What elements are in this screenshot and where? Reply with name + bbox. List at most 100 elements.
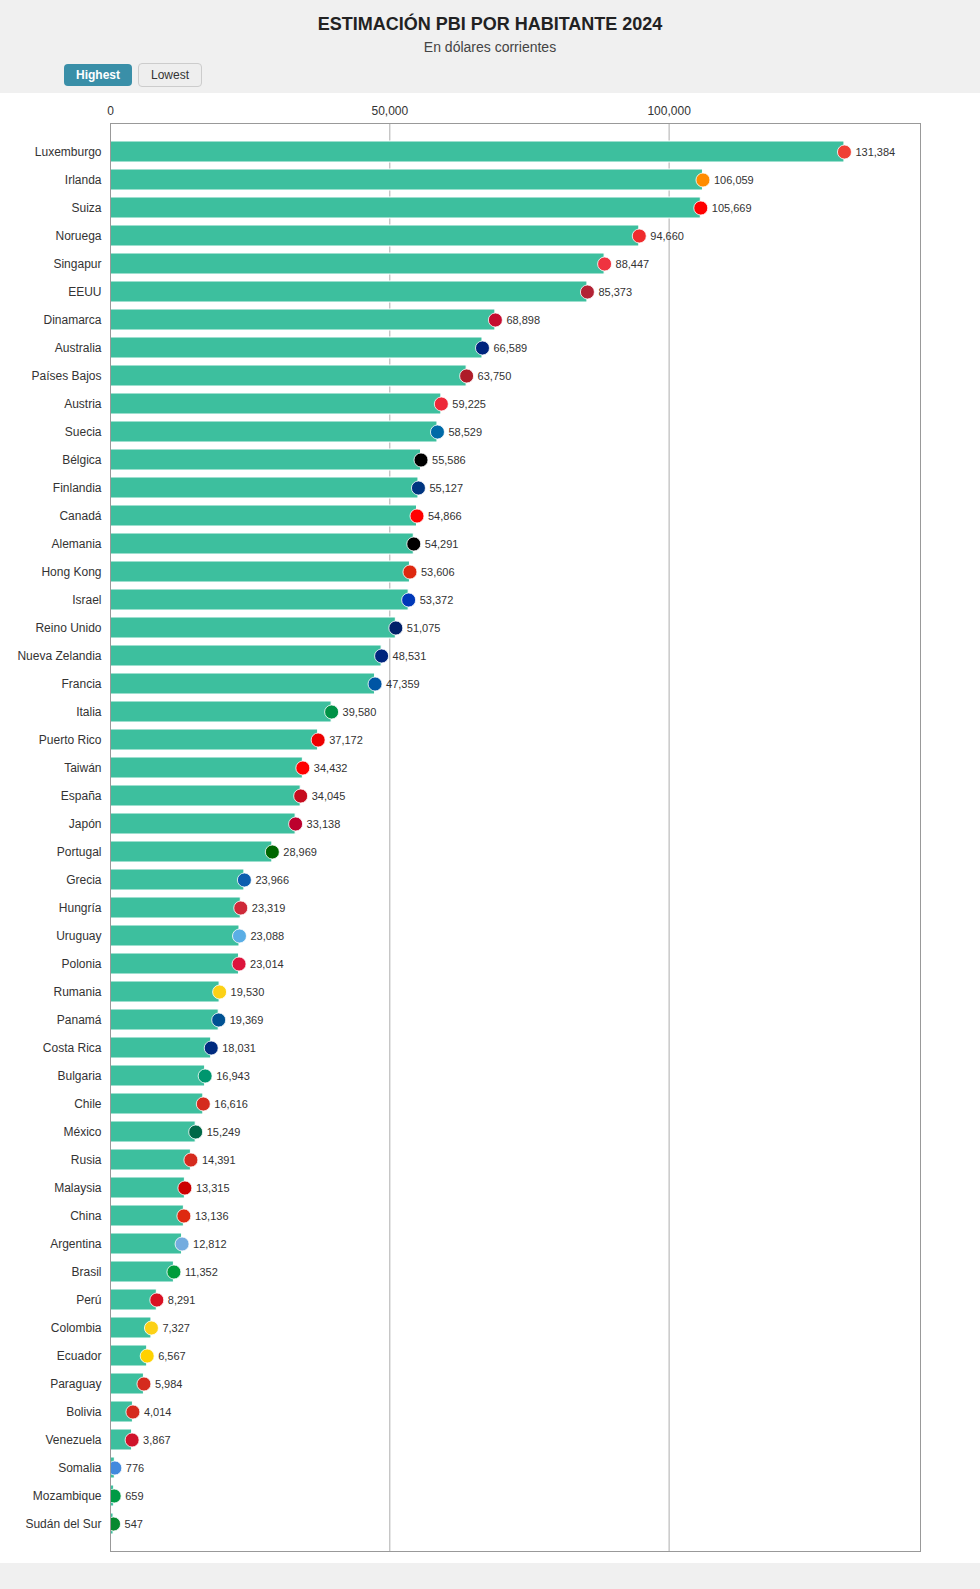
svg-text:66,589: 66,589 [493,342,527,354]
svg-text:659: 659 [125,1490,143,1502]
svg-text:55,127: 55,127 [429,482,463,494]
svg-text:Taiwán: Taiwán [64,761,101,775]
svg-text:16,616: 16,616 [214,1098,248,1110]
svg-text:5,984: 5,984 [155,1378,183,1390]
svg-text:Irlanda: Irlanda [65,173,102,187]
svg-text:19,530: 19,530 [231,986,265,998]
svg-text:Polonia: Polonia [61,957,101,971]
svg-text:3,867: 3,867 [143,1434,171,1446]
svg-text:Ecuador: Ecuador [57,1349,102,1363]
svg-text:Malaysia: Malaysia [54,1181,102,1195]
svg-text:Perú: Perú [76,1293,101,1307]
svg-text:39,580: 39,580 [343,706,377,718]
svg-text:16,943: 16,943 [216,1070,250,1082]
svg-text:23,014: 23,014 [250,958,284,970]
svg-text:Hungría: Hungría [59,901,102,915]
svg-text:Suiza: Suiza [71,201,101,215]
svg-text:105,669: 105,669 [712,202,752,214]
svg-text:8,291: 8,291 [168,1294,196,1306]
svg-text:Israel: Israel [72,593,101,607]
svg-text:13,136: 13,136 [195,1210,229,1222]
svg-text:63,750: 63,750 [478,370,512,382]
svg-text:23,966: 23,966 [255,874,289,886]
svg-text:Rumania: Rumania [53,985,101,999]
svg-text:Luxemburgo: Luxemburgo [35,145,102,159]
svg-text:Somalia: Somalia [58,1461,102,1475]
svg-text:85,373: 85,373 [598,286,632,298]
svg-text:68,898: 68,898 [506,314,540,326]
svg-text:Reino Unido: Reino Unido [35,621,101,635]
svg-text:58,529: 58,529 [448,426,482,438]
svg-text:Portugal: Portugal [57,845,102,859]
svg-text:España: España [61,789,102,803]
svg-text:14,391: 14,391 [202,1154,236,1166]
svg-text:Singapur: Singapur [53,257,101,271]
svg-text:Bulgaria: Bulgaria [57,1069,101,1083]
svg-text:53,372: 53,372 [420,594,454,606]
svg-text:EEUU: EEUU [68,285,101,299]
svg-text:50,000: 50,000 [371,104,408,118]
svg-text:Costa Rica: Costa Rica [43,1041,102,1055]
svg-text:100,000: 100,000 [647,104,691,118]
svg-text:48,531: 48,531 [393,650,427,662]
svg-text:Uruguay: Uruguay [56,929,101,943]
svg-text:Italia: Italia [76,705,102,719]
svg-text:Colombia: Colombia [51,1321,102,1335]
svg-text:Venezuela: Venezuela [45,1433,101,1447]
svg-text:Rusia: Rusia [71,1153,102,1167]
svg-text:China: China [70,1209,102,1223]
svg-text:4,014: 4,014 [144,1406,172,1418]
svg-text:106,059: 106,059 [714,174,754,186]
svg-text:Canadá: Canadá [59,509,101,523]
svg-text:54,866: 54,866 [428,510,462,522]
svg-text:11,352: 11,352 [185,1266,218,1278]
svg-text:47,359: 47,359 [386,678,420,690]
svg-text:55,586: 55,586 [432,454,466,466]
svg-text:7,327: 7,327 [162,1322,190,1334]
svg-text:12,812: 12,812 [193,1238,227,1250]
svg-text:776: 776 [126,1462,144,1474]
svg-text:Francia: Francia [61,677,101,691]
svg-text:Mozambique: Mozambique [33,1489,102,1503]
svg-text:131,384: 131,384 [855,146,895,158]
svg-text:13,315: 13,315 [196,1182,230,1194]
svg-text:Australia: Australia [55,341,102,355]
svg-text:México: México [63,1125,101,1139]
svg-text:Noruega: Noruega [55,229,101,243]
svg-text:23,088: 23,088 [250,930,284,942]
svg-text:88,447: 88,447 [616,258,650,270]
svg-text:Japón: Japón [69,817,102,831]
svg-text:6,567: 6,567 [158,1350,186,1362]
svg-text:Nueva Zelandia: Nueva Zelandia [17,649,101,663]
svg-text:Finlandia: Finlandia [53,481,102,495]
svg-text:Países Bajos: Países Bajos [31,369,101,383]
svg-text:Chile: Chile [74,1097,102,1111]
svg-text:37,172: 37,172 [329,734,363,746]
svg-text:18,031: 18,031 [222,1042,256,1054]
svg-text:34,045: 34,045 [312,790,346,802]
svg-text:34,432: 34,432 [314,762,348,774]
svg-text:Bélgica: Bélgica [62,453,102,467]
svg-text:Suecia: Suecia [65,425,102,439]
svg-text:Bolivia: Bolivia [66,1405,102,1419]
svg-text:Austria: Austria [64,397,102,411]
svg-text:Hong Kong: Hong Kong [41,565,101,579]
svg-text:94,660: 94,660 [650,230,684,242]
svg-text:Alemania: Alemania [51,537,101,551]
svg-text:33,138: 33,138 [307,818,341,830]
svg-text:Brasil: Brasil [71,1265,101,1279]
svg-text:547: 547 [125,1518,143,1530]
svg-text:15,249: 15,249 [207,1126,241,1138]
svg-text:Panamá: Panamá [57,1013,102,1027]
svg-text:Puerto Rico: Puerto Rico [39,733,102,747]
svg-text:51,075: 51,075 [407,622,441,634]
svg-text:Sudán del Sur: Sudán del Sur [25,1517,101,1531]
svg-text:19,369: 19,369 [230,1014,264,1026]
svg-text:59,225: 59,225 [452,398,486,410]
svg-text:23,319: 23,319 [252,902,286,914]
svg-text:Paraguay: Paraguay [50,1377,101,1391]
svg-text:Argentina: Argentina [50,1237,102,1251]
svg-text:54,291: 54,291 [425,538,459,550]
svg-text:Dinamarca: Dinamarca [43,313,101,327]
svg-text:53,606: 53,606 [421,566,455,578]
